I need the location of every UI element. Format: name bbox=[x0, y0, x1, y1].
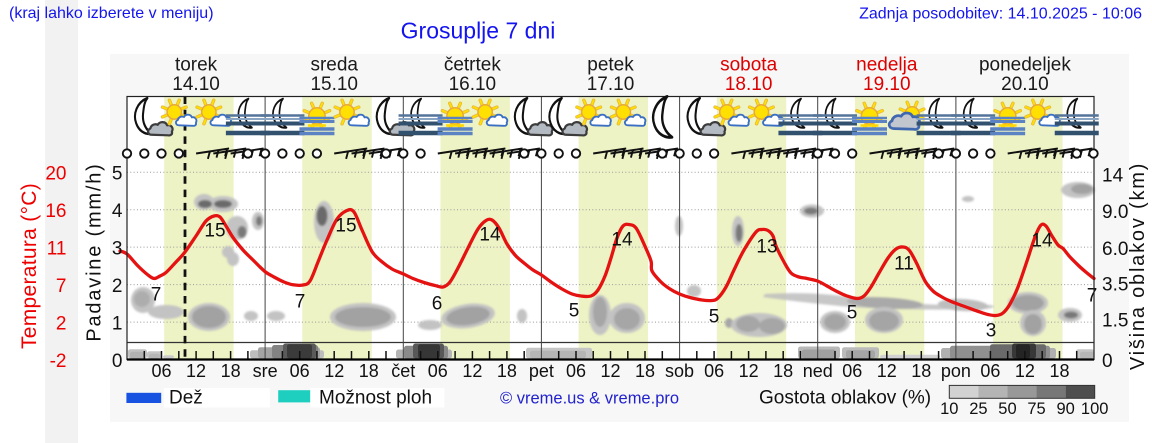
svg-text:11: 11 bbox=[894, 254, 914, 275]
svg-text:18: 18 bbox=[911, 361, 931, 381]
svg-text:17.10: 17.10 bbox=[587, 74, 635, 95]
svg-text:06: 06 bbox=[290, 361, 310, 381]
svg-text:11: 11 bbox=[47, 239, 67, 260]
svg-text:12: 12 bbox=[600, 361, 620, 381]
svg-text:16.10: 16.10 bbox=[449, 74, 497, 95]
svg-text:14.10: 14.10 bbox=[172, 74, 220, 95]
svg-text:petek: petek bbox=[587, 55, 634, 76]
svg-text:75: 75 bbox=[1027, 400, 1045, 418]
svg-text:06: 06 bbox=[980, 361, 1000, 381]
svg-text:0: 0 bbox=[1102, 351, 1113, 372]
svg-text:18: 18 bbox=[635, 361, 655, 381]
svg-text:2: 2 bbox=[56, 314, 67, 335]
svg-text:100: 100 bbox=[1081, 400, 1109, 418]
svg-text:9.0: 9.0 bbox=[1102, 202, 1128, 223]
svg-text:7: 7 bbox=[1087, 286, 1098, 307]
svg-text:20.10: 20.10 bbox=[1001, 74, 1049, 95]
svg-text:12: 12 bbox=[462, 361, 482, 381]
svg-text:torek: torek bbox=[175, 55, 218, 76]
svg-text:Padavine (mm/h): Padavine (mm/h) bbox=[84, 162, 106, 341]
svg-text:20: 20 bbox=[45, 164, 66, 185]
svg-text:0: 0 bbox=[112, 351, 123, 372]
svg-text:18: 18 bbox=[359, 361, 379, 381]
svg-text:14: 14 bbox=[1102, 165, 1124, 186]
svg-text:pet: pet bbox=[529, 361, 554, 381]
svg-text:12: 12 bbox=[877, 361, 897, 381]
svg-text:1: 1 bbox=[112, 314, 123, 335]
svg-text:50: 50 bbox=[998, 400, 1016, 418]
svg-text:19.10: 19.10 bbox=[863, 74, 911, 95]
svg-text:16: 16 bbox=[45, 201, 66, 222]
svg-text:06: 06 bbox=[428, 361, 448, 381]
svg-text:06: 06 bbox=[566, 361, 586, 381]
svg-text:četrtek: četrtek bbox=[444, 55, 502, 76]
svg-text:sre: sre bbox=[253, 361, 278, 381]
svg-text:Možnost ploh: Možnost ploh bbox=[319, 388, 432, 409]
svg-text:12: 12 bbox=[324, 361, 344, 381]
svg-text:5: 5 bbox=[569, 301, 580, 322]
svg-text:Gostota oblakov (%): Gostota oblakov (%) bbox=[759, 388, 931, 409]
svg-text:06: 06 bbox=[704, 361, 724, 381]
svg-text:sreda: sreda bbox=[310, 55, 358, 76]
svg-text:15: 15 bbox=[204, 221, 225, 242]
svg-text:06: 06 bbox=[842, 361, 862, 381]
svg-text:18: 18 bbox=[221, 361, 241, 381]
svg-text:Grosuplje 7 dni: Grosuplje 7 dni bbox=[401, 18, 556, 44]
svg-text:7: 7 bbox=[56, 276, 67, 297]
svg-text:12: 12 bbox=[739, 361, 759, 381]
svg-text:4: 4 bbox=[112, 201, 123, 222]
svg-text:15.10: 15.10 bbox=[310, 74, 358, 95]
svg-text:7: 7 bbox=[151, 285, 162, 306]
svg-text:Višina oblakov (km): Višina oblakov (km) bbox=[1127, 162, 1149, 370]
svg-text:5: 5 bbox=[709, 307, 720, 328]
svg-text:sobota: sobota bbox=[720, 55, 777, 76]
svg-text:ned: ned bbox=[803, 361, 833, 381]
svg-text:3.5: 3.5 bbox=[1102, 275, 1128, 296]
svg-text:pon: pon bbox=[941, 361, 971, 381]
svg-text:12: 12 bbox=[186, 361, 206, 381]
svg-text:ponedeljek: ponedeljek bbox=[979, 55, 1071, 76]
svg-text:90: 90 bbox=[1056, 400, 1074, 418]
svg-text:5: 5 bbox=[847, 303, 858, 324]
svg-text:25: 25 bbox=[969, 400, 987, 418]
svg-text:18: 18 bbox=[1049, 361, 1069, 381]
svg-text:(kraj lahko izberete v meniju): (kraj lahko izberete v meniju) bbox=[9, 5, 214, 22]
svg-text:14: 14 bbox=[479, 225, 501, 246]
svg-text:6.0: 6.0 bbox=[1102, 239, 1128, 260]
svg-text:1.5: 1.5 bbox=[1102, 310, 1128, 331]
svg-text:© vreme.us & vreme.pro: © vreme.us & vreme.pro bbox=[500, 390, 679, 408]
svg-text:nedelja: nedelja bbox=[856, 55, 918, 76]
svg-text:18.10: 18.10 bbox=[725, 74, 773, 95]
svg-text:10: 10 bbox=[940, 400, 958, 418]
svg-text:12: 12 bbox=[1015, 361, 1035, 381]
svg-text:06: 06 bbox=[152, 361, 172, 381]
svg-text:Temperatura (°C): Temperatura (°C) bbox=[18, 183, 41, 349]
svg-text:15: 15 bbox=[335, 216, 356, 237]
svg-text:čet: čet bbox=[391, 361, 415, 381]
svg-text:18: 18 bbox=[497, 361, 517, 381]
svg-text:2: 2 bbox=[112, 276, 123, 297]
svg-text:14: 14 bbox=[611, 230, 633, 251]
svg-text:6: 6 bbox=[432, 294, 443, 315]
svg-text:3: 3 bbox=[986, 321, 997, 342]
svg-text:13: 13 bbox=[756, 237, 777, 258]
svg-text:Zadnja posodobitev: 14.10.2025: Zadnja posodobitev: 14.10.2025 - 10:06 bbox=[859, 6, 1142, 23]
svg-text:18: 18 bbox=[773, 361, 793, 381]
svg-text:5: 5 bbox=[112, 164, 123, 185]
svg-text:Dež: Dež bbox=[169, 388, 203, 409]
svg-text:14: 14 bbox=[1031, 231, 1053, 252]
svg-text:sob: sob bbox=[665, 361, 694, 381]
svg-text:3: 3 bbox=[112, 239, 123, 260]
svg-text:7: 7 bbox=[295, 292, 306, 313]
svg-text:-2: -2 bbox=[50, 351, 67, 372]
